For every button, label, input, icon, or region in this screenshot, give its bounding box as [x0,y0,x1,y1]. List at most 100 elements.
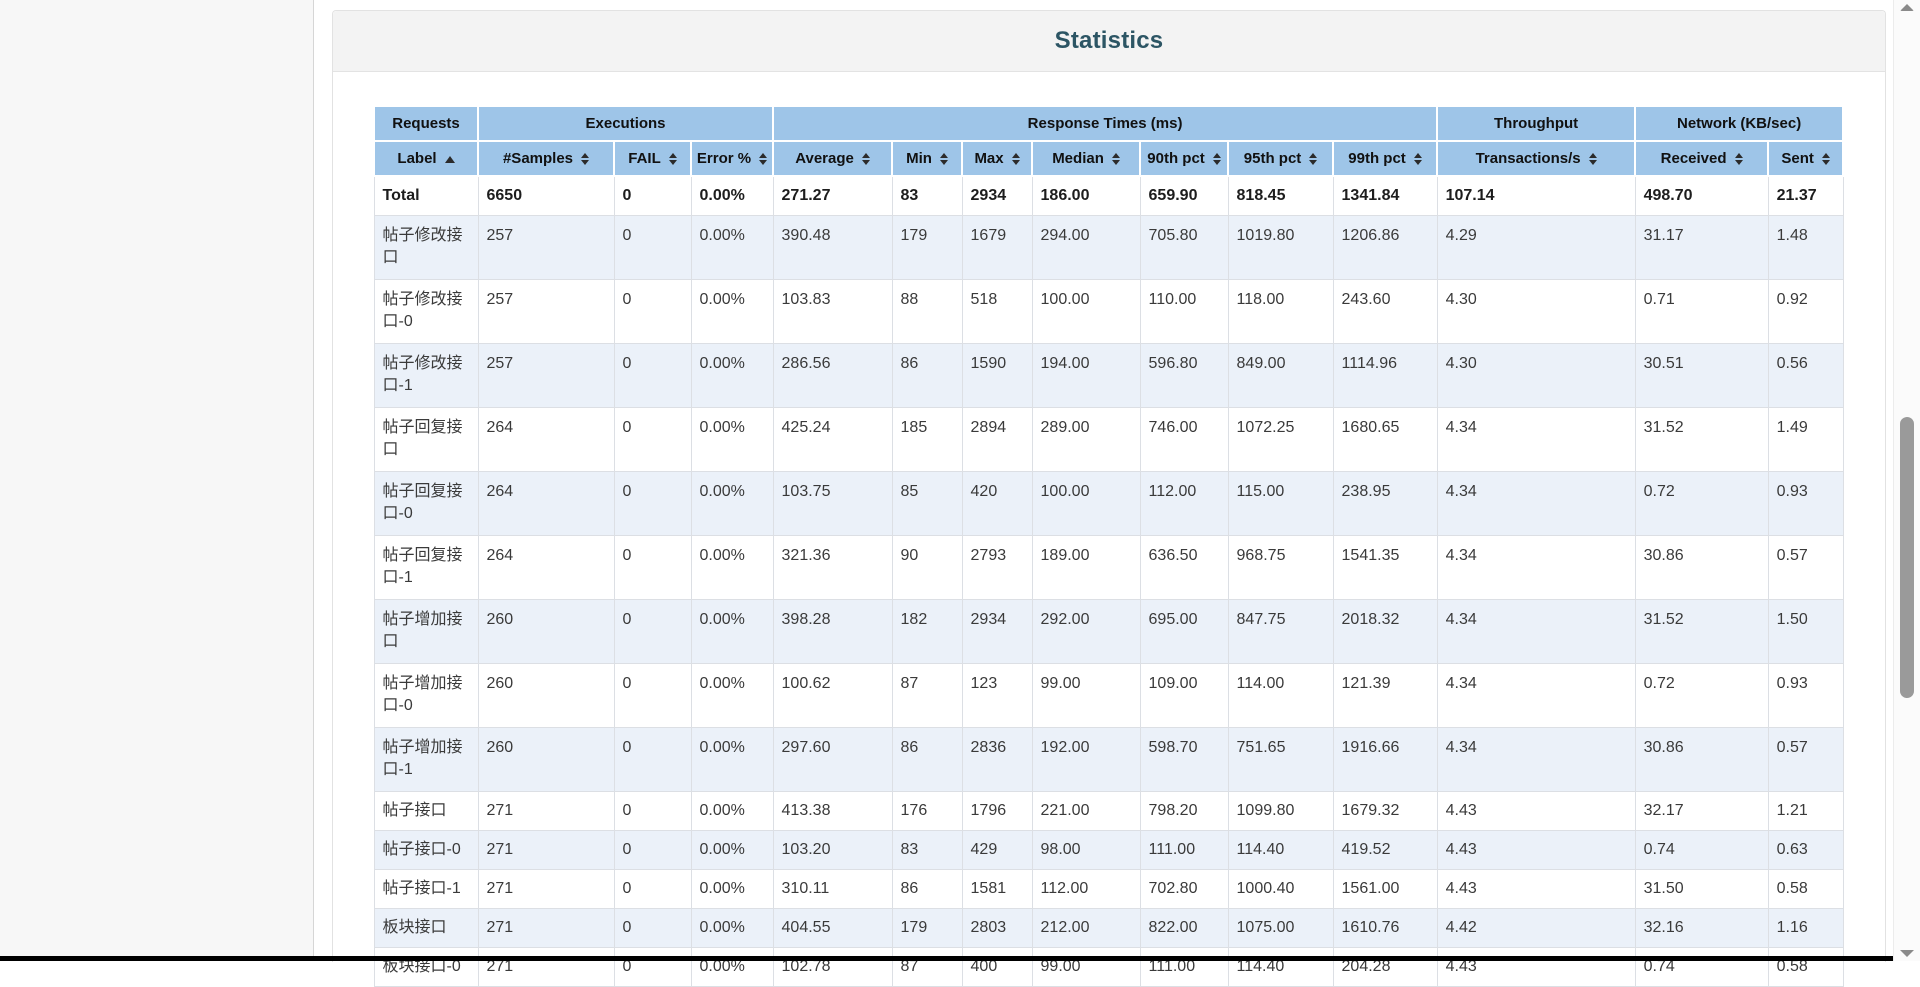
group-header-executions: Executions [476,105,775,142]
cell: 103.83 [772,279,893,344]
cell: 83 [891,175,963,216]
cell: 4.34 [1436,535,1636,600]
cell: 0.93 [1767,471,1844,536]
cell: 86 [891,727,963,792]
cell: 179 [891,908,963,948]
scrollbar-thumb[interactable] [1900,417,1914,698]
cell: 4.30 [1436,343,1636,408]
cell: 194.00 [1031,343,1141,408]
cell: 0 [613,830,692,870]
cell: 1581 [961,869,1033,909]
cell: 243.60 [1332,279,1438,344]
cell: 118.00 [1227,279,1334,344]
cell: 31.52 [1634,407,1769,472]
cell: 204.28 [1332,947,1438,987]
sort-both-icon [1212,153,1221,166]
row-label: 帖子增加接口-0 [373,663,479,728]
column-header-min[interactable]: Min [891,140,964,177]
table-row: 帖子回复接口-1 264 0 0.00% 321.36 90 2793 189.00 636.5… [373,535,1844,600]
cell: 0.93 [1767,663,1844,728]
column-header-average[interactable]: Average [772,140,894,177]
cell: 1541.35 [1332,535,1438,600]
cell: 0 [613,908,692,948]
cell: 189.00 [1031,535,1141,600]
scroll-down-arrow-icon[interactable] [1900,950,1914,957]
sort-both-icon [1309,153,1318,166]
bottom-edge-bar [0,956,1893,961]
sort-both-icon [668,153,677,166]
sidebar-gutter [314,0,332,961]
cell: 518 [961,279,1033,344]
cell: 294.00 [1031,215,1141,280]
cell: 1610.76 [1332,908,1438,948]
sort-both-icon [1821,153,1830,166]
cell: 4.34 [1436,663,1636,728]
cell: 0 [613,869,692,909]
left-sidebar [0,0,314,961]
cell: 111.00 [1139,830,1229,870]
cell: 30.86 [1634,727,1769,792]
cell: 260 [477,727,615,792]
column-header-samples[interactable]: #Samples [477,140,615,177]
sort-both-icon [1111,153,1120,166]
cell: 32.16 [1634,908,1769,948]
cell: 2934 [961,175,1033,216]
scroll-up-arrow-icon[interactable] [1900,4,1914,11]
cell: 100.00 [1031,471,1141,536]
cell: 1206.86 [1332,215,1438,280]
row-label: 帖子回复接口-0 [373,471,479,536]
cell: 400 [961,947,1033,987]
cell: 114.40 [1227,830,1334,870]
cell: 114.00 [1227,663,1334,728]
cell: 289.00 [1031,407,1141,472]
column-header-error[interactable]: Error % [689,140,775,177]
cell: 31.50 [1634,869,1769,909]
statistics-panel-header: Statistics [333,11,1885,72]
cell: 0.00% [690,599,774,664]
cell: 99.00 [1031,663,1141,728]
cell: 398.28 [772,599,893,664]
cell: 2934 [961,599,1033,664]
cell: 31.52 [1634,599,1769,664]
table-row: 帖子修改接口 257 0 0.00% 390.48 179 1679 294.00 705.80… [373,215,1844,280]
table-row: 帖子增加接口 260 0 0.00% 398.28 182 2934 292.00 695.00… [373,599,1844,664]
column-header-label: Median [1052,150,1104,167]
cell: 425.24 [772,407,893,472]
cell: 238.95 [1332,471,1438,536]
row-label: 帖子回复接口 [373,407,479,472]
table-body: Total 6650 0 0.00% 271.27 83 2934 186.00 659.90 8… [373,175,1844,987]
sort-both-icon [1588,153,1597,166]
cell: 0 [613,947,692,987]
cell: 4.29 [1436,215,1636,280]
vertical-scrollbar[interactable] [1893,0,1920,961]
cell: 2803 [961,908,1033,948]
cell: 4.43 [1436,869,1636,909]
column-header-99th-pct[interactable]: 99th pct [1332,140,1439,177]
column-header-fail[interactable]: FAIL [613,140,692,177]
cell: 0 [613,175,692,216]
column-header-label[interactable]: Label [373,140,479,177]
row-label: 帖子修改接口-1 [373,343,479,408]
column-header-label: Received [1660,150,1727,167]
cell: 111.00 [1139,947,1229,987]
table-row: 板块接口 271 0 0.00% 404.55 179 2803 212.00 822.00 10… [373,908,1844,948]
cell: 88 [891,279,963,344]
cell: 271 [477,791,615,831]
cell: 818.45 [1227,175,1334,216]
column-header-sent[interactable]: Sent [1767,140,1845,177]
column-header-median[interactable]: Median [1031,140,1142,177]
cell: 264 [477,535,615,600]
column-header-max[interactable]: Max [961,140,1034,177]
cell: 695.00 [1139,599,1229,664]
cell: 0 [613,727,692,792]
column-header-95th-pct[interactable]: 95th pct [1227,140,1335,177]
table-row: 帖子增加接口-1 260 0 0.00% 297.60 86 2836 192.00 598.7… [373,727,1844,792]
column-header-transactions-s[interactable]: Transactions/s [1436,140,1637,177]
statistics-panel: Statistics Requests Executions Response Ti… [332,10,1886,987]
column-header-received[interactable]: Received [1634,140,1770,177]
table-row: 帖子增加接口-0 260 0 0.00% 100.62 87 123 99.00 109.00 1… [373,663,1844,728]
column-header-90th-pct[interactable]: 90th pct [1139,140,1230,177]
cell: 32.17 [1634,791,1769,831]
cell: 498.70 [1634,175,1769,216]
cell: 0.58 [1767,947,1844,987]
